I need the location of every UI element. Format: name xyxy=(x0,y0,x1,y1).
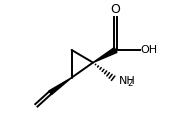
Polygon shape xyxy=(93,48,117,63)
Text: OH: OH xyxy=(140,45,157,55)
Text: 2: 2 xyxy=(127,79,133,88)
Text: O: O xyxy=(111,3,121,16)
Text: NH: NH xyxy=(119,76,136,86)
Polygon shape xyxy=(49,78,72,95)
